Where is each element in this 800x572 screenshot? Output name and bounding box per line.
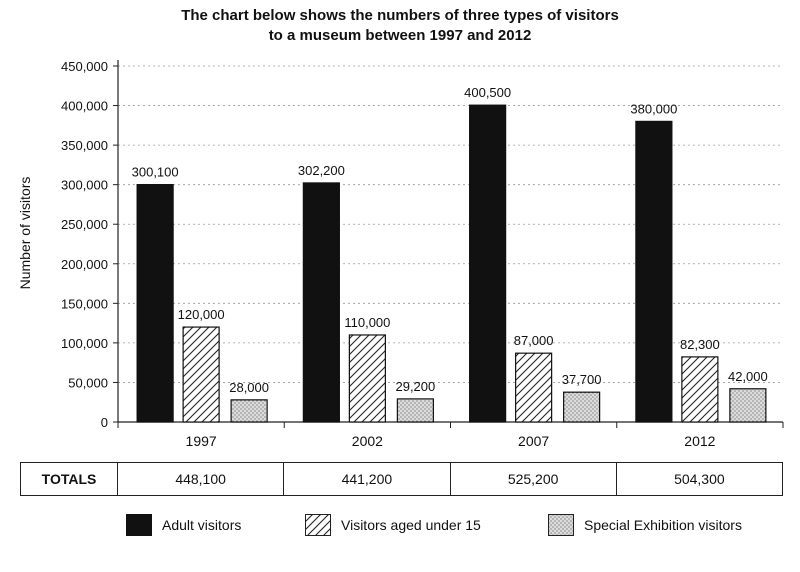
- x-tick-label: 2012: [684, 433, 715, 449]
- legend-item-special: Special Exhibition visitors: [548, 514, 742, 536]
- legend-swatch-solid: [126, 514, 152, 536]
- legend: Adult visitors Visitors aged under 15 Sp…: [0, 506, 800, 546]
- total-1997: 448,100: [116, 462, 285, 496]
- bar: [396, 398, 434, 423]
- bar: [729, 388, 767, 423]
- x-tick-label: 2007: [518, 433, 549, 449]
- x-tick-label: 1997: [186, 433, 217, 449]
- totals-row: TOTALS 448,100 441,200 525,200 504,300: [20, 462, 784, 496]
- total-2012: 504,300: [615, 462, 784, 496]
- bars: [136, 104, 767, 423]
- data-label: 400,500: [464, 85, 511, 100]
- total-2002: 441,200: [283, 462, 451, 496]
- legend-label-adult: Adult visitors: [162, 517, 242, 533]
- chart-title: The chart below shows the numbers of thr…: [0, 6, 800, 46]
- data-label: 87,000: [514, 333, 554, 348]
- bar: [230, 399, 268, 423]
- bar: [182, 326, 220, 423]
- y-tick-label: 400,000: [61, 99, 108, 114]
- y-tick-label: 100,000: [61, 336, 108, 351]
- chart-title-line-1: The chart below shows the numbers of thr…: [181, 7, 619, 24]
- x-tick-label: 2002: [352, 433, 383, 449]
- bar: [302, 182, 340, 423]
- legend-label-special: Special Exhibition visitors: [584, 517, 742, 533]
- bar: [681, 356, 719, 423]
- data-label: 302,200: [298, 163, 345, 178]
- y-tick-label: 300,000: [61, 178, 108, 193]
- data-labels: 300,100 302,200 400,500 380,000 120,000 110,0…: [132, 85, 768, 395]
- legend-label-under-15: Visitors aged under 15: [341, 517, 481, 533]
- legend-swatch-dotted: [548, 514, 574, 536]
- totals-table: TOTALS 448,100 441,200 525,200 504,300: [20, 462, 784, 496]
- y-tick-label: 450,000: [61, 59, 108, 74]
- total-2007: 525,200: [449, 462, 617, 496]
- y-tick-label: 350,000: [61, 138, 108, 153]
- axes: 0 50,000 100,000 150,000 200,000 250,000 300,0…: [61, 59, 784, 449]
- data-label: 110,000: [344, 315, 390, 330]
- y-tick-label: 250,000: [61, 217, 108, 232]
- bar: [469, 104, 507, 423]
- y-tick-label: 150,000: [61, 296, 108, 311]
- legend-item-adult: Adult visitors: [126, 514, 241, 536]
- data-label: 82,300: [680, 337, 720, 352]
- chart-title-line-2: to a museum between 1997 and 2012: [268, 27, 532, 44]
- y-axis-label: Number of visitors: [17, 177, 33, 290]
- totals-label: TOTALS: [20, 462, 118, 496]
- bar: [515, 352, 553, 423]
- bar-chart: 0 50,000 100,000 150,000 200,000 250,000 300,0…: [17, 59, 784, 449]
- data-label: 120,000: [178, 307, 225, 322]
- data-label: 28,000: [229, 380, 269, 395]
- y-tick-label: 50,000: [68, 375, 108, 390]
- y-tick-label: 200,000: [61, 257, 108, 272]
- grid-lines: [118, 65, 783, 383]
- data-label: 37,700: [562, 372, 602, 387]
- data-label: 29,200: [395, 379, 435, 394]
- bar: [136, 183, 174, 423]
- bar: [563, 391, 601, 423]
- bar: [348, 334, 386, 423]
- bar: [635, 120, 673, 423]
- legend-item-under-15: Visitors aged under 15: [305, 514, 481, 536]
- data-label: 300,100: [132, 165, 179, 180]
- y-tick-label: 0: [101, 415, 108, 430]
- legend-swatch-hatched: [305, 514, 331, 536]
- data-label: 380,000: [630, 101, 677, 116]
- data-label: 42,000: [728, 369, 768, 384]
